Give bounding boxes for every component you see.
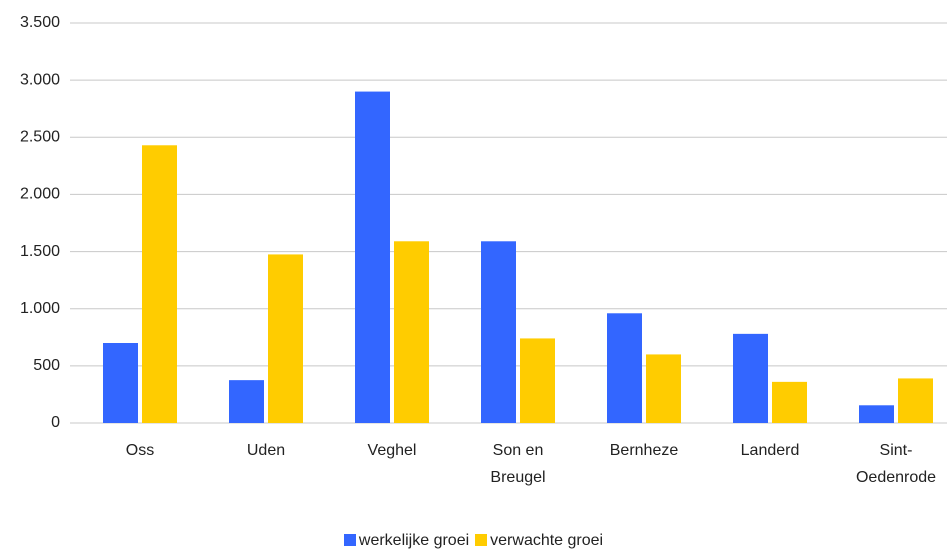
bar	[772, 381, 807, 423]
y-tick-label: 0	[51, 414, 60, 431]
bar	[142, 145, 177, 424]
bar	[859, 405, 894, 423]
legend-item: verwachte groei	[475, 532, 603, 549]
bar	[394, 241, 429, 423]
y-tick-label: 1.500	[20, 243, 60, 260]
x-tick-label: Veghel	[367, 442, 417, 459]
bar	[103, 343, 138, 423]
legend-label: verwachte groei	[490, 532, 604, 549]
bar	[607, 313, 642, 423]
legend: werkelijke groei verwachte groei	[0, 532, 947, 550]
x-tick-label: Oss	[125, 442, 155, 459]
legend-item: werkelijke groei	[343, 532, 470, 549]
y-tick-label: 2.000	[20, 186, 60, 203]
bar	[733, 333, 768, 423]
legend-swatch	[343, 534, 356, 546]
bar	[355, 91, 390, 424]
x-tick-label: Sint-Oedenrode	[855, 442, 937, 486]
y-tick-label: 1.000	[20, 300, 60, 317]
x-tick-label: Uden	[246, 442, 286, 459]
x-tick-label: Landerd	[740, 442, 800, 459]
y-tick-label: 3.000	[20, 71, 60, 88]
legend-label: werkelijke groei	[358, 532, 470, 549]
bar	[898, 378, 933, 423]
y-tick-label: 2.500	[20, 129, 60, 146]
bar	[268, 254, 303, 423]
bar	[646, 354, 681, 423]
y-tick-label: 3.500	[20, 14, 60, 31]
bar	[229, 380, 264, 423]
legend-swatch	[475, 534, 488, 546]
bar	[520, 338, 555, 423]
y-tick-label: 500	[33, 357, 60, 374]
bar	[481, 241, 516, 423]
x-tick-label: Son en Breugel	[490, 442, 546, 486]
x-tick-label: Bernheze	[609, 442, 679, 459]
